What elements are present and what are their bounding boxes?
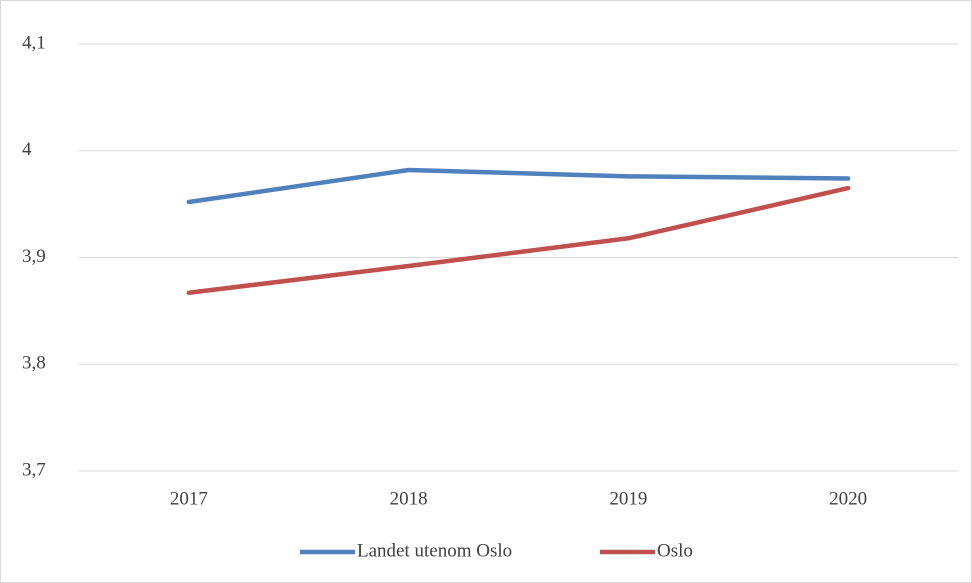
y-tick-label: 3,8 (22, 353, 46, 374)
y-tick-label: 3,7 (22, 459, 46, 480)
x-tick-label: 2017 (170, 488, 208, 509)
x-tick-label: 2019 (609, 488, 647, 509)
x-tick-label: 2018 (390, 488, 428, 509)
series-line (186, 167, 851, 205)
legend-label: Landet utenom Oslo (357, 540, 512, 561)
y-tick-label: 4,1 (22, 32, 46, 53)
y-tick-label: 4 (22, 139, 32, 160)
legend-label: Oslo (657, 540, 693, 561)
x-tick-label: 2020 (829, 488, 867, 509)
y-tick-label: 3,9 (22, 246, 46, 267)
series-line (186, 185, 851, 295)
